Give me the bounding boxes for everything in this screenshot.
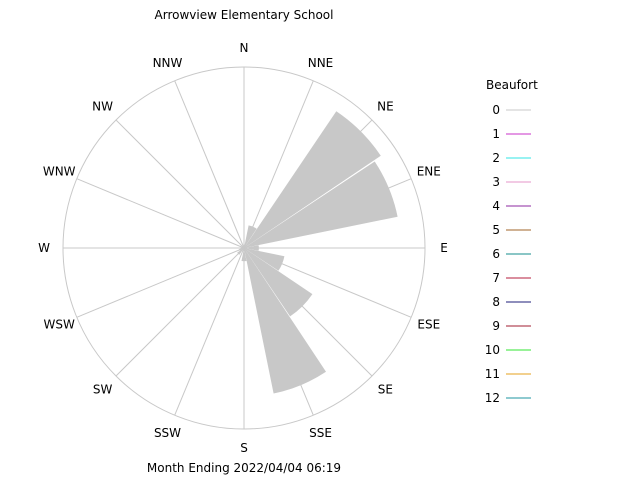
legend-label-2: 2	[492, 151, 500, 165]
legend-label-4: 4	[492, 199, 500, 213]
direction-label-nnw: NNW	[153, 56, 183, 70]
petal-ne	[244, 111, 381, 248]
petal-se	[244, 248, 313, 317]
legend-label-0: 0	[492, 103, 500, 117]
direction-label-nne: NNE	[308, 56, 334, 70]
direction-label-sw: SW	[93, 382, 113, 396]
direction-label-ene: ENE	[417, 165, 441, 179]
legend-label-6: 6	[492, 247, 500, 261]
direction-labels: N NNE NE ENE E ESE SE SSE S SSW SW WSW W WNW NW NNW	[38, 41, 448, 455]
direction-label-n: N	[240, 41, 249, 55]
legend-label-12: 12	[485, 391, 500, 405]
spoke-ssw	[174, 247, 245, 416]
petal-nne	[244, 225, 257, 248]
legend-label-7: 7	[492, 271, 500, 285]
chart-title: Arrowview Elementary School	[155, 8, 334, 22]
direction-label-w: W	[38, 241, 50, 255]
spoke-wsw	[76, 247, 245, 318]
spoke-nnw	[174, 80, 245, 249]
petal-ese	[244, 248, 285, 271]
legend-label-3: 3	[492, 175, 500, 189]
petal-s	[241, 248, 247, 262]
spoke-nne	[243, 80, 314, 249]
petal-ene	[244, 161, 398, 248]
direction-label-sse: SSE	[309, 426, 332, 440]
direction-label-wnw: WNW	[43, 165, 76, 179]
petal-wsw	[239, 248, 244, 251]
wind-petals	[237, 111, 398, 394]
direction-label-ne: NE	[377, 100, 394, 114]
chart-subtitle: Month Ending 2022/04/04 06:19	[147, 461, 341, 475]
legend-label-8: 8	[492, 295, 500, 309]
direction-label-s: S	[240, 441, 248, 455]
direction-label-ssw: SSW	[154, 426, 181, 440]
direction-label-wsw: WSW	[44, 318, 75, 332]
legend-label-9: 9	[492, 319, 500, 333]
legend-title: Beaufort	[486, 78, 538, 92]
legend-label-1: 1	[492, 127, 500, 141]
direction-label-nw: NW	[92, 100, 113, 114]
legend-label-5: 5	[492, 223, 500, 237]
direction-label-se: SE	[378, 382, 393, 396]
spoke-wnw	[76, 178, 245, 249]
spoke-sw	[115, 247, 245, 377]
petal-sw	[237, 248, 244, 255]
direction-label-ese: ESE	[417, 318, 440, 332]
petal-e	[244, 245, 259, 251]
spoke-nw	[115, 119, 245, 249]
legend-label-11: 11	[485, 367, 500, 381]
direction-label-e: E	[440, 241, 448, 255]
legend-label-10: 10	[485, 343, 500, 357]
petal-sse	[244, 248, 326, 394]
